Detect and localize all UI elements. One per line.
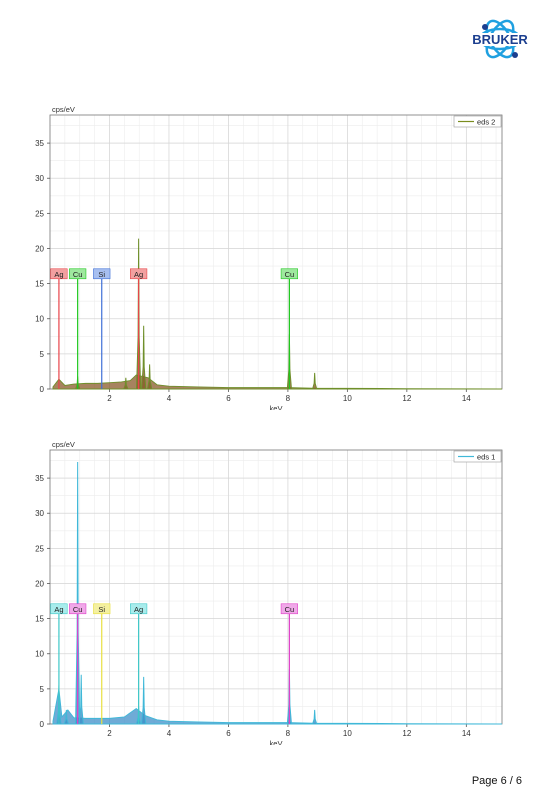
element-marker-box — [280, 603, 298, 615]
x-tick-label: 10 — [343, 729, 352, 738]
logo-dot-1 — [482, 24, 488, 30]
spectrum-peak — [63, 709, 70, 725]
x-tick-label: 2 — [107, 394, 112, 403]
element-marker-label: Ag — [54, 605, 63, 614]
element-marker-label: Ag — [134, 270, 143, 279]
x-axis-label: keV — [270, 404, 283, 410]
x-tick-label: 4 — [167, 394, 172, 403]
element-marker-box — [50, 603, 68, 615]
y-tick-label: 20 — [35, 244, 44, 253]
logo-dot-2 — [512, 52, 518, 58]
y-tick-label: 25 — [35, 544, 44, 553]
spectrum-peak — [78, 674, 84, 725]
x-tick-label: 4 — [167, 729, 172, 738]
legend-label: eds 1 — [477, 453, 495, 462]
element-marker-label: Si — [98, 270, 105, 279]
spectrum-peak — [146, 364, 153, 390]
x-tick-label: 6 — [226, 394, 231, 403]
logo-text: BRUKER — [472, 32, 528, 47]
y-tick-label: 0 — [40, 385, 45, 394]
spectrum-peak — [311, 372, 318, 390]
y-tick-label: 30 — [35, 509, 44, 518]
y-axis-label: cps/eV — [52, 105, 75, 114]
legend-label: eds 2 — [477, 118, 495, 127]
element-marker-box — [130, 603, 148, 615]
spectrum-peak — [141, 325, 147, 390]
element-marker-label: Ag — [134, 605, 143, 614]
eds2-spectrum-chart: 2 4 6 8 10 12 14 0 5 10 15 20 25 30 35 cps/eV keV Ag Cu Si A… — [35, 105, 503, 410]
element-marker-label: Cu — [73, 270, 83, 279]
y-tick-label: 30 — [35, 174, 44, 183]
y-tick-label: 15 — [35, 615, 44, 624]
y-tick-label: 0 — [40, 720, 45, 729]
legend-box — [453, 450, 502, 463]
x-tick-label: 12 — [402, 394, 411, 403]
y-tick-label: 10 — [35, 315, 44, 324]
y-tick-label: 5 — [40, 685, 45, 694]
element-marker-label: Cu — [73, 605, 83, 614]
element-marker-box — [93, 268, 111, 280]
element-marker-box — [93, 603, 111, 615]
element-marker-box — [130, 268, 148, 280]
y-tick-label: 35 — [35, 474, 44, 483]
x-tick-label: 2 — [107, 729, 112, 738]
element-marker-box — [50, 268, 68, 280]
spectrum-peak — [141, 676, 147, 725]
legend-box — [453, 115, 502, 128]
x-axis-label: keV — [270, 739, 283, 745]
spectrum-peak — [311, 709, 318, 725]
x-tick-label: 8 — [286, 729, 291, 738]
page-number: Page 6 / 6 — [471, 775, 522, 787]
x-tick-label: 14 — [462, 729, 471, 738]
x-tick-label: 14 — [462, 394, 471, 403]
y-tick-label: 20 — [35, 579, 44, 588]
y-axis-label: cps/eV — [52, 440, 75, 449]
y-tick-label: 25 — [35, 209, 44, 218]
plot-frame — [49, 449, 503, 725]
spectrum-area — [52, 374, 503, 390]
eds1-spectrum-chart: 2 4 6 8 10 12 14 0 5 10 15 20 25 30 35 cps/eV keV Ag Cu Si A… — [35, 440, 503, 745]
plot-frame — [49, 114, 503, 390]
element-marker-box — [69, 603, 87, 615]
x-tick-label: 12 — [402, 729, 411, 738]
x-tick-label: 8 — [286, 394, 291, 403]
y-tick-label: 10 — [35, 650, 44, 659]
x-tick-label: 6 — [226, 729, 231, 738]
element-marker-label: Cu — [285, 270, 295, 279]
element-marker-label: Cu — [285, 605, 295, 614]
element-marker-box — [69, 268, 87, 280]
element-marker-label: Ag — [54, 270, 63, 279]
y-tick-label: 15 — [35, 280, 44, 289]
y-tick-label: 35 — [35, 139, 44, 148]
bruker-logo: BRUKER — [461, 19, 539, 59]
element-marker-label: Si — [98, 605, 105, 614]
spectrum-peak — [123, 377, 129, 390]
element-marker-box — [280, 268, 298, 280]
y-tick-label: 5 — [40, 350, 45, 359]
x-tick-label: 10 — [343, 394, 352, 403]
